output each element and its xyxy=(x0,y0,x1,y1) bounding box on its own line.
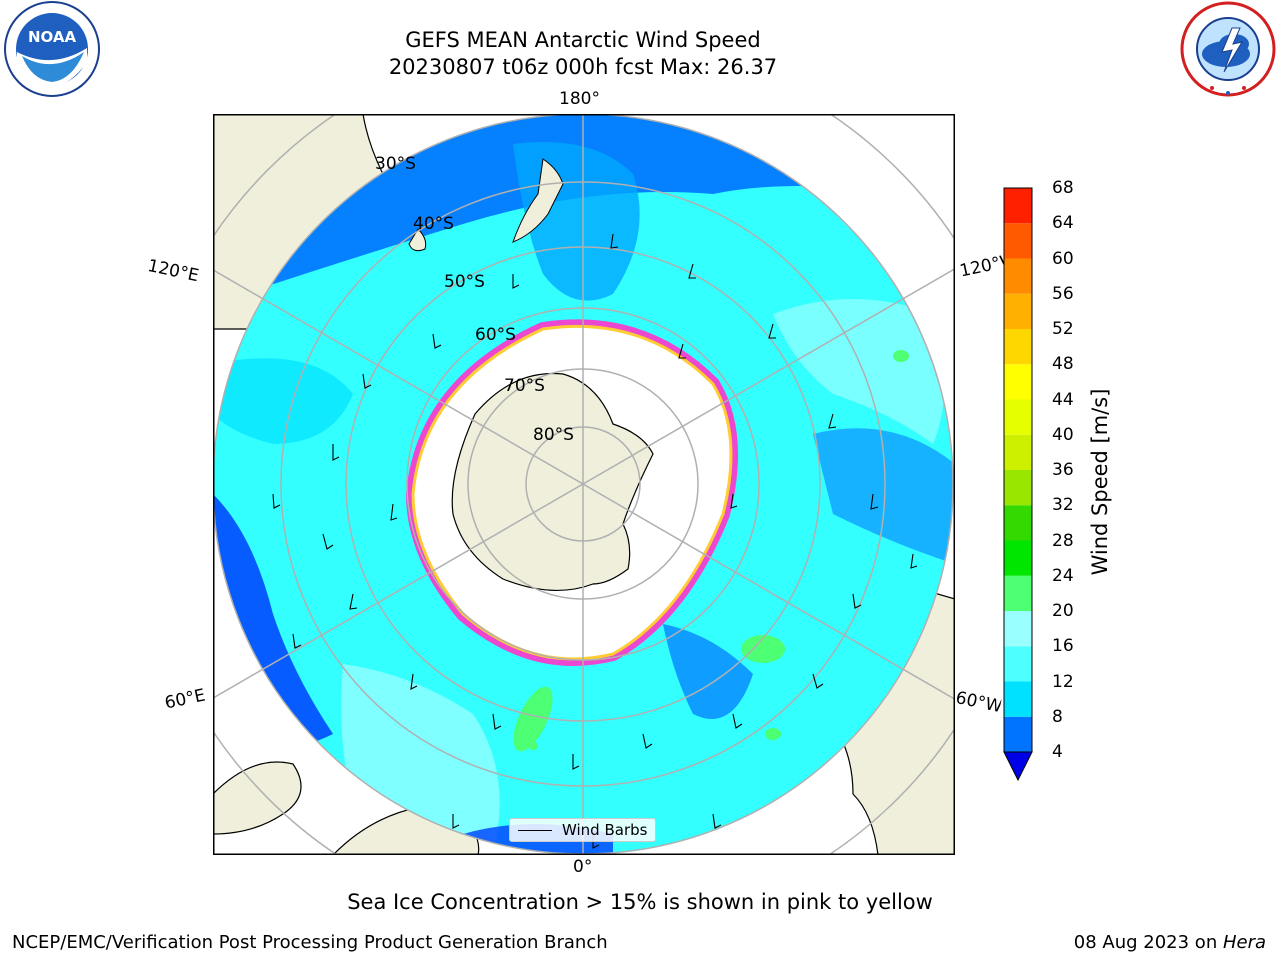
meridian-label-0: 0° xyxy=(573,857,593,877)
colorbar-tick-label: 32 xyxy=(1052,495,1074,516)
colorbar-segment xyxy=(1004,329,1032,365)
meridian-label-60w: 60°W xyxy=(953,688,1003,717)
colorbar-tick-label: 24 xyxy=(1052,565,1074,586)
footer-host: Hera xyxy=(1222,932,1266,953)
lat-label-80s: 80°S xyxy=(533,425,574,445)
colorbar-segment xyxy=(1004,681,1032,717)
antarctica-land xyxy=(451,372,654,591)
colorbar-tick-label: 64 xyxy=(1052,213,1074,234)
new-zealand xyxy=(512,158,564,243)
colorbar-tick-label: 56 xyxy=(1052,283,1074,304)
colorbar-tick-label: 48 xyxy=(1052,354,1074,375)
colorbar-tick-label: 20 xyxy=(1052,601,1074,621)
polar-map-svg: 30°S 40°S 50°S 60°S 70°S 80°S xyxy=(137,34,1029,935)
footer-date: 08 Aug 2023 on Hera xyxy=(1074,932,1266,953)
colorbar-extend-arrow xyxy=(1003,751,1033,782)
map-legend: Wind Barbs xyxy=(509,818,657,842)
colorbar-segment xyxy=(1004,399,1032,435)
colorbar-tick-label: 40 xyxy=(1052,424,1074,445)
nws-logo xyxy=(1178,0,1278,100)
lat-label-60s: 60°S xyxy=(475,325,516,345)
colorbar-segment xyxy=(1004,646,1032,682)
colorbar-segment xyxy=(1004,364,1032,400)
meridian-label-180: 180° xyxy=(559,89,600,109)
polar-map: 30°S 40°S 50°S 60°S 70°S 80°S Wind Barbs xyxy=(137,34,1029,935)
colorbar-segment xyxy=(1004,434,1032,470)
colorbar-svg xyxy=(1003,187,1033,782)
meridian-label-60e: 60°E xyxy=(163,685,208,714)
colorbar-tick-label: 4 xyxy=(1052,742,1063,762)
colorbar-segment xyxy=(1004,540,1032,576)
colorbar-segment xyxy=(1004,716,1032,752)
colorbar-tick-label: 28 xyxy=(1052,530,1074,551)
footer-date-text: 08 Aug 2023 on xyxy=(1073,932,1223,953)
lat-label-70s: 70°S xyxy=(504,376,545,396)
colorbar xyxy=(1000,186,1040,786)
lat-label-40s: 40°S xyxy=(413,214,454,234)
meridian-lines xyxy=(207,34,959,935)
colorbar-segment xyxy=(1004,505,1032,541)
colorbar-segment xyxy=(1004,223,1032,259)
colorbar-tick-label: 36 xyxy=(1052,460,1074,480)
colorbar-segment xyxy=(1004,293,1032,329)
sea-ice-caption: Sea Ice Concentration > 15% is shown in … xyxy=(347,890,933,914)
legend-label: Wind Barbs xyxy=(562,821,648,839)
wind-barbs xyxy=(272,233,918,849)
colorbar-ticks: 4 8 12 16 20 24 28 32 36 40 44 48 52 56 60 64 68 xyxy=(1052,178,1112,770)
lat-label-30s: 30°S xyxy=(375,154,416,174)
colorbar-label: Wind Speed [m/s] xyxy=(1088,388,1112,576)
colorbar-tick-label: 68 xyxy=(1052,178,1074,198)
chart-title-line1: GEFS MEAN Antarctic Wind Speed xyxy=(405,28,761,52)
colorbar-tick-label: 52 xyxy=(1052,319,1074,339)
lat-label-50s: 50°S xyxy=(444,272,485,292)
colorbar-tick-label: 60 xyxy=(1052,248,1074,269)
meridian-label-120e: 120°E xyxy=(145,256,201,287)
noaa-logo: NOAA xyxy=(0,0,105,100)
colorbar-segment xyxy=(1004,611,1032,647)
colorbar-segment xyxy=(1004,470,1032,506)
colorbar-tick-label: 16 xyxy=(1052,636,1074,657)
colorbar-tick-label: 44 xyxy=(1052,389,1074,410)
wind-barb-legend-line xyxy=(518,829,552,831)
colorbar-frame xyxy=(1003,187,1033,753)
noaa-logo-text: NOAA xyxy=(28,28,77,46)
chart-title-line2: 20230807 t06z 000h fcst Max: 26.37 xyxy=(388,55,778,79)
colorbar-segment xyxy=(1004,575,1032,611)
colorbar-segment xyxy=(1004,258,1032,294)
colorbar-segment xyxy=(1004,188,1032,224)
colorbar-tick-label: 12 xyxy=(1052,671,1074,692)
colorbar-tick-label: 8 xyxy=(1052,706,1063,727)
footer-branch: NCEP/EMC/Verification Post Processing Pr… xyxy=(12,932,608,953)
meridian-label-120w: 120°W xyxy=(958,252,1007,282)
